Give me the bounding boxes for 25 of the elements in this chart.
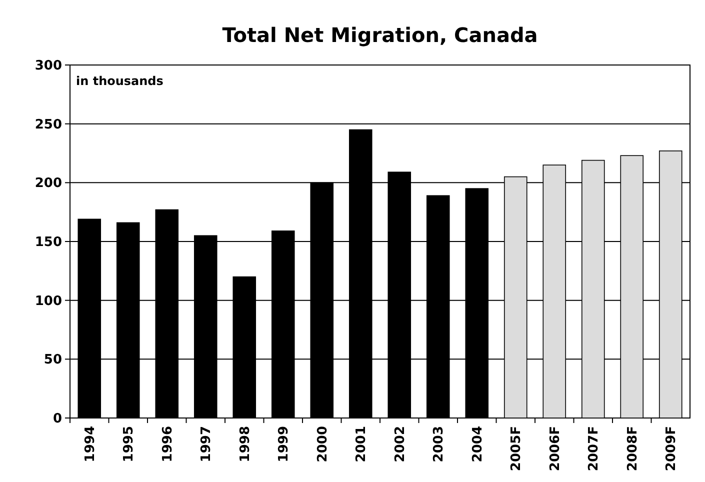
x-tick-label: 2008F	[625, 426, 640, 472]
x-tick-label: 2000	[315, 426, 330, 462]
y-tick-label: 250	[34, 117, 62, 132]
x-tick-label: 2002	[392, 426, 408, 462]
y-tick-label: 300	[34, 58, 62, 74]
x-tick-label: 1997	[199, 426, 214, 462]
annotation: in thousands	[76, 74, 164, 88]
x-tick-label: 2004	[470, 426, 486, 462]
x-tick-label: 2003	[432, 426, 447, 462]
y-tick-label: 200	[34, 176, 62, 192]
x-tick-label: 2009F	[664, 426, 680, 472]
x-tick-label: 2001	[354, 426, 370, 462]
y-tick-label: 100	[34, 294, 62, 309]
x-tick-label: 1999	[276, 426, 292, 462]
x-tick-label: 1994	[82, 426, 98, 462]
x-tick-label: 1995	[122, 426, 137, 462]
x-tick-label: 2006F	[548, 426, 563, 472]
x-tick-label: 1998	[238, 426, 253, 462]
y-tick-label: 50	[44, 352, 62, 368]
x-tick-label: 1996	[160, 426, 176, 462]
y-tick-label: 150	[34, 235, 62, 250]
chart-title: Total Net Migration, Canada	[222, 23, 538, 47]
y-tick-label: 0	[52, 412, 62, 427]
x-tick-label: 2005F	[509, 426, 524, 472]
x-tick-label: 2007F	[586, 426, 602, 472]
